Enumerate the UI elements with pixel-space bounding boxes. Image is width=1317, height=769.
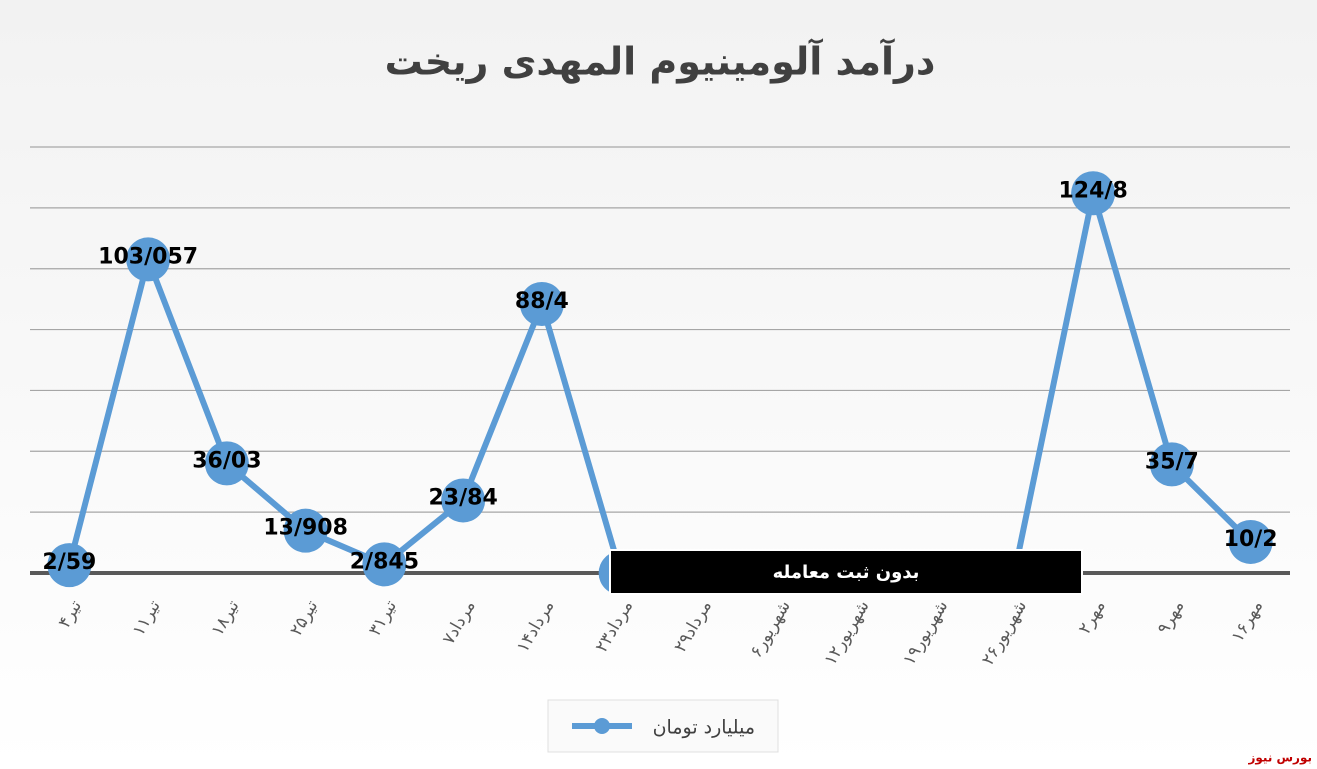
data-label: 103/057 [98,244,198,269]
marker [1149,442,1194,487]
marker [441,478,486,523]
data-label: 23/84 [428,485,497,510]
marker [126,237,171,282]
data-label: 10/2 [1224,527,1278,552]
chart-title: درآمد آلومینیوم المهدی ریخت [385,38,936,85]
marker [1228,519,1273,564]
data-label: 88/4 [515,289,569,314]
marker [1071,171,1116,216]
data-label: 36/03 [192,448,261,473]
marker [283,508,328,553]
legend-marker [594,718,610,734]
data-label: 124/8 [1058,178,1127,203]
marker [362,542,407,587]
annotation: بدون ثبت معامله [773,562,920,583]
data-label: 2/59 [42,550,96,575]
marker [47,543,92,588]
data-label: 2/845 [350,549,419,574]
marker [519,282,564,327]
marker [204,441,249,486]
data-label: 35/7 [1145,449,1199,474]
annotation-box [609,549,1083,595]
source: بورس نیوز [1247,751,1312,766]
data-label: 13/908 [263,516,348,541]
legend-label: میلیارد تومان [653,717,755,739]
